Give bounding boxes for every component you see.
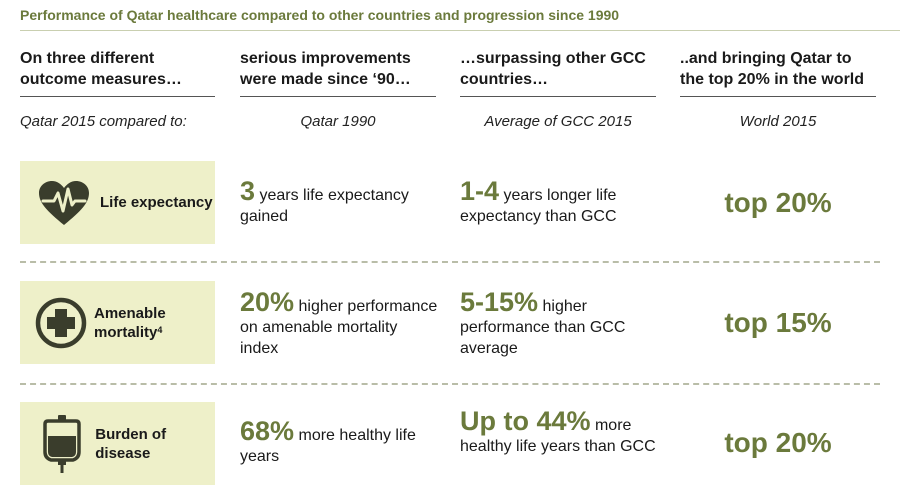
stat-1990-burden-of-disease: 68% more healthy life years	[240, 418, 440, 467]
stat-1990-life-expectancy: 3 years life expectancy gained	[240, 178, 440, 227]
row-label-amenable-mortality: Amenable mortality4	[20, 281, 215, 364]
stat-1990-text: higher performance on amenable mortality…	[240, 298, 438, 357]
iv-bag-icon	[34, 414, 89, 474]
stat-1990-amenable-mortality: 20% higher performance on amenable morta…	[240, 289, 440, 359]
stat-1990-text: years life expectancy gained	[240, 187, 409, 225]
world-rank-life-expectancy: top 20%	[724, 187, 832, 218]
column-sub-1990: Qatar 1990	[300, 113, 376, 130]
column-sub-world: World 2015	[739, 113, 817, 130]
column-sub-measures: Qatar 2015 compared to:	[20, 113, 187, 130]
stat-gcc-burden-of-disease: Up to 44% more healthy life years than G…	[460, 408, 660, 457]
medical-cross-icon	[34, 296, 88, 350]
column-heading-1990: serious improvements were made since ‘90…	[240, 48, 436, 97]
stat-1990-text: more healthy life years	[240, 427, 416, 465]
world-rank-burden-of-disease: top 20%	[724, 427, 832, 458]
row-label-text: Life expectancy	[100, 194, 213, 211]
column-heading-measures: On three different outcome measures…	[20, 48, 215, 97]
column-heading-gcc: …surpassing other GCC countries…	[460, 48, 656, 97]
stat-gcc-text: years longer life expectancy than GCC	[460, 187, 617, 225]
title-divider	[20, 30, 900, 31]
stat-gcc-value: Up to 44%	[460, 406, 591, 436]
column-heading-world: ..and bringing Qatar to the top 20% in t…	[680, 48, 876, 97]
heart-pulse-icon	[34, 179, 94, 227]
world-rank-amenable-mortality: top 15%	[724, 307, 832, 338]
stat-gcc-text: more healthy life years than GCC	[460, 417, 656, 455]
page-title: Performance of Qatar healthcare compared…	[20, 7, 620, 23]
stat-gcc-value: 5-15%	[460, 287, 539, 317]
footnote-marker: 4	[157, 324, 163, 335]
row-label-text: Burden of disease	[95, 425, 167, 462]
stat-gcc-amenable-mortality: 5-15% higher performance than GCC averag…	[460, 289, 660, 359]
column-sub-gcc: Average of GCC 2015	[484, 113, 632, 130]
stat-gcc-life-expectancy: 1-4 years longer life expectancy than GC…	[460, 178, 660, 227]
stat-gcc-value: 1-4	[460, 176, 500, 206]
row-label-text: Amenable mortality	[94, 304, 166, 341]
stat-1990-value: 3	[240, 176, 256, 206]
row-divider	[20, 261, 880, 263]
row-label-burden-of-disease: Burden of disease	[20, 402, 215, 485]
stat-1990-value: 68%	[240, 416, 295, 446]
stat-gcc-text: higher performance than GCC average	[460, 298, 626, 357]
stat-1990-value: 20%	[240, 287, 295, 317]
row-label-life-expectancy: Life expectancy	[20, 161, 215, 244]
row-divider	[20, 383, 880, 385]
